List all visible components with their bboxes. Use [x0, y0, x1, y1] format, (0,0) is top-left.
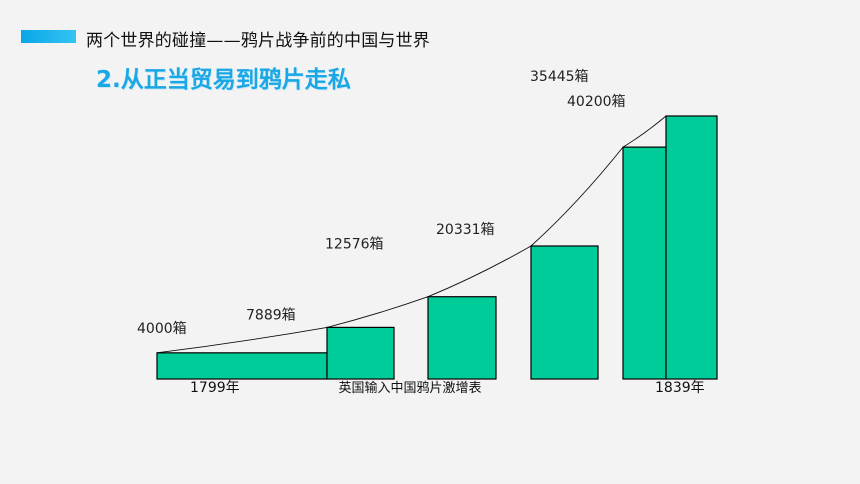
accent-bar [21, 30, 76, 43]
bar-1 [156, 352, 328, 380]
section-title: 2.从正当贸易到鸦片走私 [96, 67, 351, 93]
bars-layer [156, 115, 718, 380]
value-label-5: 35445箱 [530, 69, 589, 85]
bar-3 [427, 296, 497, 380]
bar-4 [530, 245, 599, 380]
value-label-6: 40200箱 [567, 94, 626, 110]
bar-5 [622, 146, 667, 380]
value-label-3: 12576箱 [325, 237, 384, 253]
x-axis-label-1: 1799年 [190, 380, 240, 396]
value-label-4: 20331箱 [436, 222, 495, 238]
value-label-1: 4000箱 [137, 321, 187, 337]
x-axis-labels-layer: 1799年 1839年 [190, 380, 705, 396]
x-axis-label-2: 1839年 [655, 380, 705, 396]
value-labels-layer: 4000箱 7889箱 12576箱 20331箱 35445箱 40200箱 [137, 69, 626, 337]
page-header-title: 两个世界的碰撞——鸦片战争前的中国与世界 [86, 31, 430, 51]
bar-6 [665, 115, 718, 380]
chart-title: 英国输入中国鸦片激增表 [338, 380, 481, 396]
bar-2 [326, 326, 395, 380]
value-label-2: 7889箱 [246, 307, 296, 323]
